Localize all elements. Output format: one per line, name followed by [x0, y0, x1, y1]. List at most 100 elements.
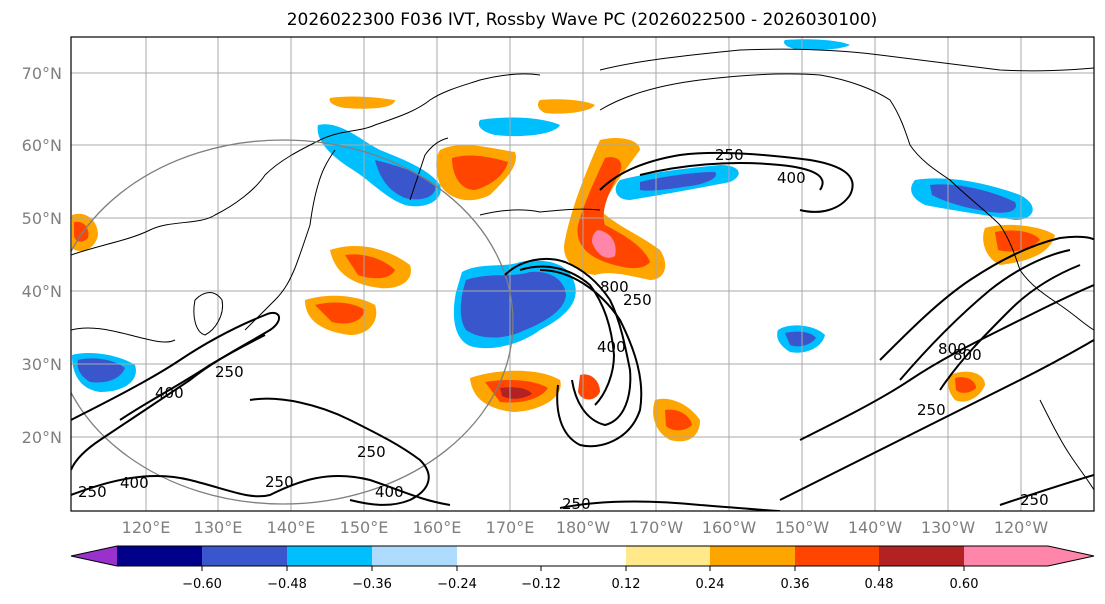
positive-anomaly-arctic: [329, 96, 395, 109]
contour-label: 800: [938, 340, 967, 358]
lon-label: 170°W: [629, 518, 684, 537]
contour-label: 400: [777, 169, 806, 187]
coastline-asia: [71, 73, 541, 256]
colorbar-tick-label: −0.24: [437, 577, 477, 592]
contour-line-asia-jet-inner: [119, 334, 266, 421]
positive-anomaly-nw-blob-core: [74, 221, 89, 242]
lon-label: 160°E: [413, 518, 462, 537]
contour-label: 250: [215, 363, 244, 381]
lon-label: 150°E: [340, 518, 389, 537]
colorbar-segment: [541, 546, 626, 566]
contour-line-east-4: [799, 284, 1094, 441]
contour-label: 250: [357, 443, 386, 461]
coastline-aleutians: [479, 208, 601, 216]
contour-line-south-left: [71, 474, 451, 506]
map-panel: 250 400 250 400 250 400 250 400 800 250 …: [70, 36, 1095, 513]
lat-label: 60°N: [22, 136, 62, 155]
lon-label: 150°W: [775, 518, 830, 537]
negative-anomaly-arctic: [478, 117, 560, 137]
colorbar-tick-label: −0.36: [352, 577, 392, 592]
positive-anomaly-arctic-2: [537, 99, 595, 114]
colorbar-outline: [70, 545, 1095, 567]
colorbar-tick-label: −0.60: [182, 577, 222, 592]
coastline-alaska: [599, 73, 1094, 331]
longitude-labels: 120°E 130°E 140°E 150°E 160°E 170°E 180°…: [122, 518, 1049, 537]
lon-label: 130°W: [921, 518, 976, 537]
colorbar-segment: [457, 546, 541, 566]
negative-anomaly-nw-coast-core: [930, 184, 1016, 213]
lon-label: 180°W: [556, 518, 611, 537]
contour-line-east-5: [779, 339, 1094, 501]
colorbar-segment: [202, 546, 287, 566]
lon-label: 140°W: [848, 518, 903, 537]
lat-label: 20°N: [22, 428, 62, 447]
colorbar-extend-max: [964, 546, 1094, 566]
colorbar-segment: [626, 546, 710, 566]
coastline-china: [71, 327, 176, 343]
contour-line-trough-inner: [519, 265, 616, 406]
colorbar-ticks: [201, 566, 965, 571]
figure-title: 2026022300 F036 IVT, Rossby Wave PC (202…: [287, 10, 878, 30]
latitude-labels: 70°N 60°N 50°N 40°N 30°N 20°N: [22, 64, 62, 447]
coastline-baja: [1039, 399, 1094, 491]
contour-line-trough: [504, 257, 632, 427]
colorbar-tick-label: 0.24: [696, 577, 725, 592]
colorbar-tick-labels: −0.60 −0.48 −0.36 −0.24 −0.12 0.12 0.24 …: [182, 577, 978, 592]
colorbar-tick-label: 0.48: [865, 577, 894, 592]
lat-label: 70°N: [22, 64, 62, 83]
negative-anomaly-east-pacific-core: [785, 331, 816, 347]
positive-anomaly-japan-sea-core: [345, 254, 395, 279]
colorbar: −0.60 −0.48 −0.36 −0.24 −0.12 0.12 0.24 …: [70, 545, 1095, 592]
map-frame: [70, 36, 1095, 512]
colorbar-segment: [117, 546, 202, 566]
positive-anomaly-sw-coast-core: [955, 377, 976, 393]
contour-line-east-2: [899, 249, 1071, 381]
negative-anomaly-arctic-2: [784, 39, 850, 50]
colorbar-tick-label: 0.36: [781, 577, 810, 592]
colorbar-tick-label: −0.48: [267, 577, 307, 592]
ivt-contours: [71, 151, 1094, 511]
contour-label: 800: [600, 278, 629, 296]
contour-line-east-3: [939, 264, 1081, 391]
coastline-arctic: [599, 48, 1094, 72]
contour-label: 250: [265, 473, 294, 491]
contour-line-asia-jet: [71, 311, 280, 471]
colorbar-segment: [287, 546, 372, 566]
contour-label: 250: [562, 495, 591, 513]
lat-label: 50°N: [22, 209, 62, 228]
coastline-japan: [244, 149, 336, 331]
colorbar-segment: [372, 546, 457, 566]
positive-anomaly-core-dark: [500, 387, 532, 399]
coastline-korea: [193, 292, 224, 336]
lon-label: 120°E: [122, 518, 171, 537]
positive-anomaly-ridge-max: [592, 230, 616, 258]
negative-anomaly-alaska-core: [640, 172, 716, 191]
contour-label: 250: [1020, 491, 1049, 509]
positive-anomaly-mid-pacific-core: [665, 409, 692, 431]
contour-line-bering-inner: [639, 162, 824, 191]
lon-label: 120°W: [994, 518, 1049, 537]
lon-label: 160°W: [702, 518, 757, 537]
contour-label: 800: [953, 346, 982, 364]
contour-label: 250: [78, 483, 107, 501]
contour-line-south-mid: [249, 397, 430, 506]
contour-line-trough-outer: [539, 269, 643, 448]
contour-label: 250: [917, 401, 946, 419]
contour-label: 250: [715, 146, 744, 164]
colorbar-tick-label: 0.12: [612, 577, 641, 592]
contour-label: 250: [623, 291, 652, 309]
contour-line-east-1: [879, 235, 1094, 361]
region-outline: [71, 139, 514, 505]
positive-anomaly-nw-pacific-core: [315, 302, 365, 324]
colorbar-tick-label: −0.12: [521, 577, 561, 592]
contour-labels: 250 400 250 400 250 400 250 400 800 250 …: [78, 146, 1049, 513]
colorbar-extend-min: [71, 546, 117, 566]
colorbar-segment: [879, 546, 964, 566]
lat-label: 30°N: [22, 355, 62, 374]
lon-label: 170°E: [486, 518, 535, 537]
colorbar-tick-label: 0.60: [950, 577, 979, 592]
contour-label: 400: [120, 474, 149, 492]
lon-label: 140°E: [267, 518, 316, 537]
contour-line-south-east: [999, 474, 1094, 506]
